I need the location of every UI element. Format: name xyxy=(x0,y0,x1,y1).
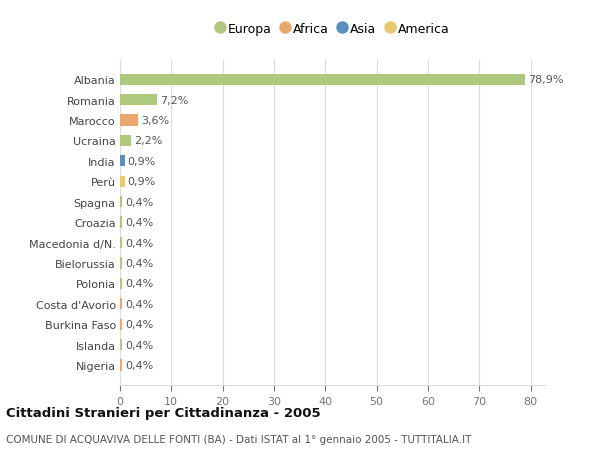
Text: 0,4%: 0,4% xyxy=(125,279,154,289)
Text: 0,9%: 0,9% xyxy=(128,157,156,167)
Text: 0,4%: 0,4% xyxy=(125,340,154,350)
Text: 2,2%: 2,2% xyxy=(134,136,163,146)
Text: 0,4%: 0,4% xyxy=(125,197,154,207)
Bar xyxy=(120,237,122,249)
Text: COMUNE DI ACQUAVIVA DELLE FONTI (BA) - Dati ISTAT al 1° gennaio 2005 - TUTTITALI: COMUNE DI ACQUAVIVA DELLE FONTI (BA) - D… xyxy=(6,434,472,444)
Legend: Europa, Africa, Asia, America: Europa, Africa, Asia, America xyxy=(214,20,452,38)
Bar xyxy=(120,217,122,228)
Text: 3,6%: 3,6% xyxy=(142,116,170,126)
Text: Cittadini Stranieri per Cittadinanza - 2005: Cittadini Stranieri per Cittadinanza - 2… xyxy=(6,406,320,419)
Bar xyxy=(120,156,125,167)
Text: 78,9%: 78,9% xyxy=(528,75,563,85)
Bar xyxy=(120,115,139,126)
Bar xyxy=(120,278,122,289)
Text: 0,4%: 0,4% xyxy=(125,218,154,228)
Bar xyxy=(120,258,122,269)
Text: 0,4%: 0,4% xyxy=(125,238,154,248)
Text: 7,2%: 7,2% xyxy=(160,95,188,106)
Text: 0,4%: 0,4% xyxy=(125,258,154,269)
Bar xyxy=(120,298,122,310)
Bar xyxy=(120,176,125,187)
Bar xyxy=(120,319,122,330)
Bar xyxy=(120,359,122,371)
Bar xyxy=(120,135,131,147)
Text: 0,4%: 0,4% xyxy=(125,319,154,330)
Text: 0,4%: 0,4% xyxy=(125,360,154,370)
Bar xyxy=(120,196,122,208)
Bar xyxy=(120,95,157,106)
Text: 0,4%: 0,4% xyxy=(125,299,154,309)
Text: 0,9%: 0,9% xyxy=(128,177,156,187)
Bar xyxy=(120,339,122,350)
Bar xyxy=(120,74,525,86)
